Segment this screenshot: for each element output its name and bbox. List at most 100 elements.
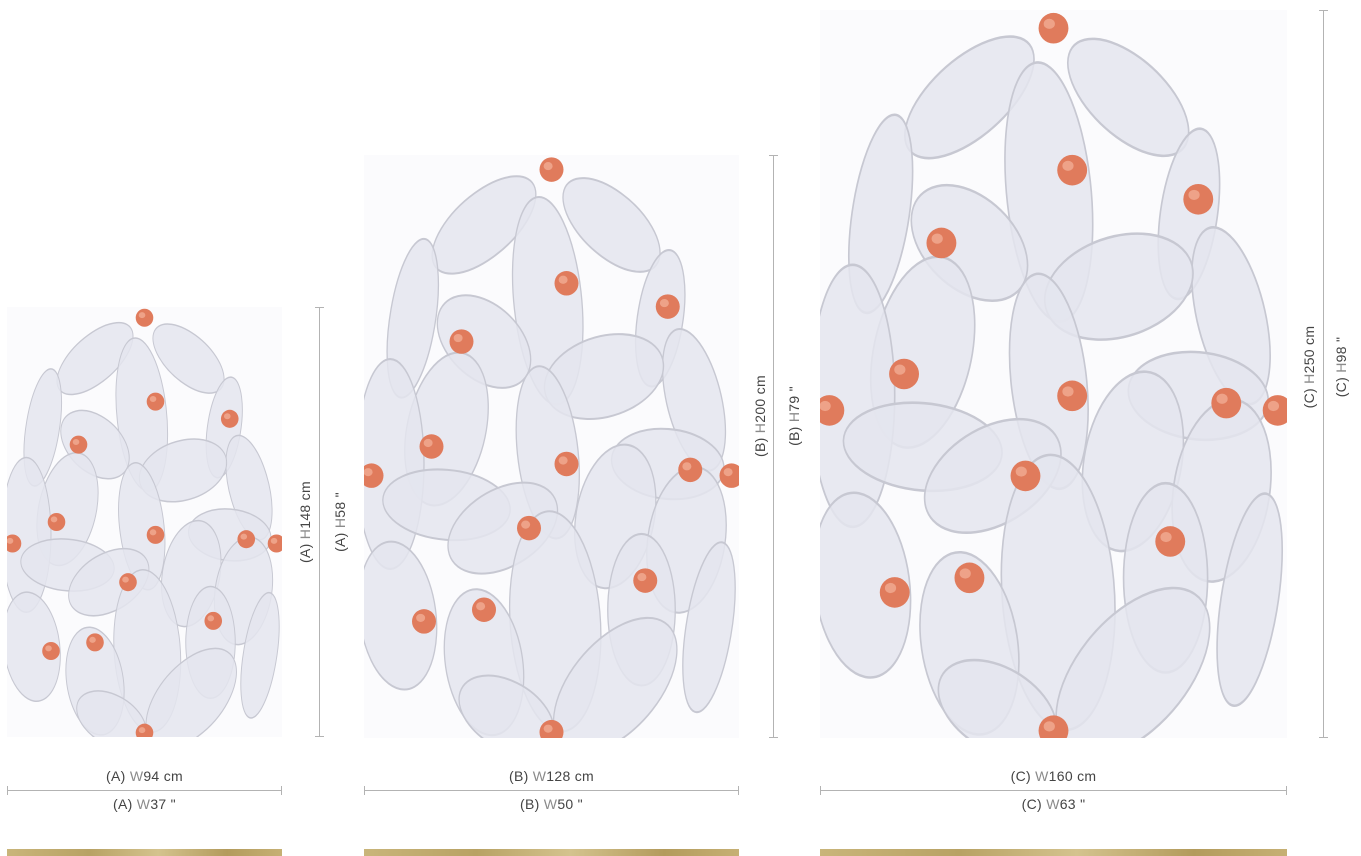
bead-highlight — [884, 582, 897, 594]
width-cm-c: (C) W160 cm — [1010, 768, 1097, 784]
bead-highlight — [138, 312, 146, 319]
copper-bead — [472, 597, 496, 622]
variant-thumbnail-a[interactable] — [7, 849, 282, 856]
product-image-a — [7, 307, 282, 737]
bead-highlight — [1062, 160, 1074, 171]
copper-bead — [47, 512, 66, 532]
variant-thumbnail-c[interactable] — [820, 849, 1287, 856]
height-line-a — [315, 307, 324, 737]
height-in-a: (A) H58 " — [332, 492, 348, 552]
bead-highlight — [931, 233, 943, 244]
height-cm-a: (A) H148 cm — [297, 481, 313, 563]
bead-highlight — [558, 456, 568, 465]
copper-bead — [412, 609, 436, 634]
copper-bead — [146, 525, 165, 544]
bead-highlight — [364, 468, 373, 477]
height-line-c — [1319, 10, 1328, 738]
copper-bead — [539, 157, 564, 182]
bead-highlight — [223, 413, 231, 420]
height-in-c: (C) H98 " — [1333, 336, 1349, 398]
width-line-c — [820, 786, 1287, 795]
width-in-a: (A) W37 " — [113, 796, 176, 812]
copper-bead — [655, 294, 680, 319]
copper-bead — [204, 611, 223, 630]
bead-highlight — [1267, 400, 1280, 412]
bead-highlight — [1216, 393, 1228, 404]
copper-bead — [879, 577, 910, 608]
glass-petal — [682, 541, 736, 714]
height-cm-c: (C) H250 cm — [1301, 325, 1317, 409]
copper-bead — [146, 392, 165, 411]
bead-highlight — [1043, 18, 1055, 29]
copper-bead — [1057, 380, 1088, 412]
width-cm-b: (B) W128 cm — [509, 768, 594, 784]
bead-highlight — [637, 573, 647, 582]
bead-highlight — [1160, 531, 1172, 543]
bead-highlight — [122, 576, 129, 583]
height-line-b — [769, 155, 778, 738]
bead-highlight — [149, 529, 157, 536]
copper-bead — [954, 562, 985, 594]
product-image-b — [364, 155, 739, 738]
glass-petal — [364, 540, 438, 691]
glass-petal — [820, 491, 912, 679]
bead-highlight — [453, 333, 463, 343]
bead-highlight — [521, 520, 531, 529]
oval-rug-illustration-c — [820, 12, 1287, 738]
bead-highlight — [558, 275, 568, 284]
height-in-b: (B) H79 " — [786, 386, 802, 446]
copper-bead — [86, 633, 104, 652]
copper-bead — [237, 530, 256, 549]
copper-bead — [1211, 387, 1242, 419]
bead-highlight — [1015, 466, 1027, 477]
bead-highlight — [138, 727, 146, 734]
copper-bead — [1155, 526, 1186, 557]
bead-highlight — [543, 161, 553, 171]
copper-bead — [889, 358, 920, 390]
bead-highlight — [50, 516, 58, 523]
bead-highlight — [1043, 721, 1055, 732]
height-cm-b: (B) H200 cm — [752, 375, 768, 457]
bead-highlight — [476, 602, 486, 611]
copper-bead — [1057, 154, 1088, 186]
copper-bead — [449, 329, 474, 354]
bead-highlight — [682, 462, 692, 471]
bead-highlight — [270, 537, 278, 544]
oval-rug-illustration-b — [364, 157, 739, 738]
glass-petal — [240, 591, 280, 719]
copper-bead — [419, 434, 444, 459]
bead-highlight — [659, 299, 669, 308]
copper-bead — [1010, 460, 1041, 492]
width-in-c: (C) W63 " — [1021, 796, 1086, 812]
bead-highlight — [820, 400, 831, 412]
bead-highlight — [423, 438, 433, 448]
bead-highlight — [959, 568, 971, 579]
bead-highlight — [7, 537, 14, 544]
copper-bead — [554, 271, 579, 296]
bead-highlight — [543, 724, 553, 733]
bead-highlight — [207, 615, 215, 622]
bead-highlight — [894, 364, 906, 375]
copper-bead — [69, 435, 88, 454]
width-in-b: (B) W50 " — [520, 796, 583, 812]
variant-thumbnail-b[interactable] — [364, 849, 739, 856]
width-line-a — [7, 786, 282, 795]
copper-bead — [633, 568, 658, 593]
copper-bead — [220, 409, 239, 428]
bead-highlight — [723, 468, 733, 477]
copper-bead — [1183, 183, 1214, 215]
copper-bead — [554, 451, 579, 477]
copper-bead — [119, 573, 137, 592]
copper-bead — [517, 515, 541, 541]
copper-bead — [42, 641, 60, 661]
bead-highlight — [1062, 386, 1074, 397]
glass-petal — [7, 591, 61, 703]
copper-bead — [135, 308, 154, 327]
product-image-c — [820, 10, 1287, 738]
bead-highlight — [1188, 189, 1200, 201]
bead-highlight — [416, 613, 426, 622]
copper-bead — [678, 457, 703, 483]
oval-rug-illustration-a — [7, 308, 282, 737]
copper-bead — [926, 227, 957, 259]
glass-petal — [1216, 492, 1284, 708]
